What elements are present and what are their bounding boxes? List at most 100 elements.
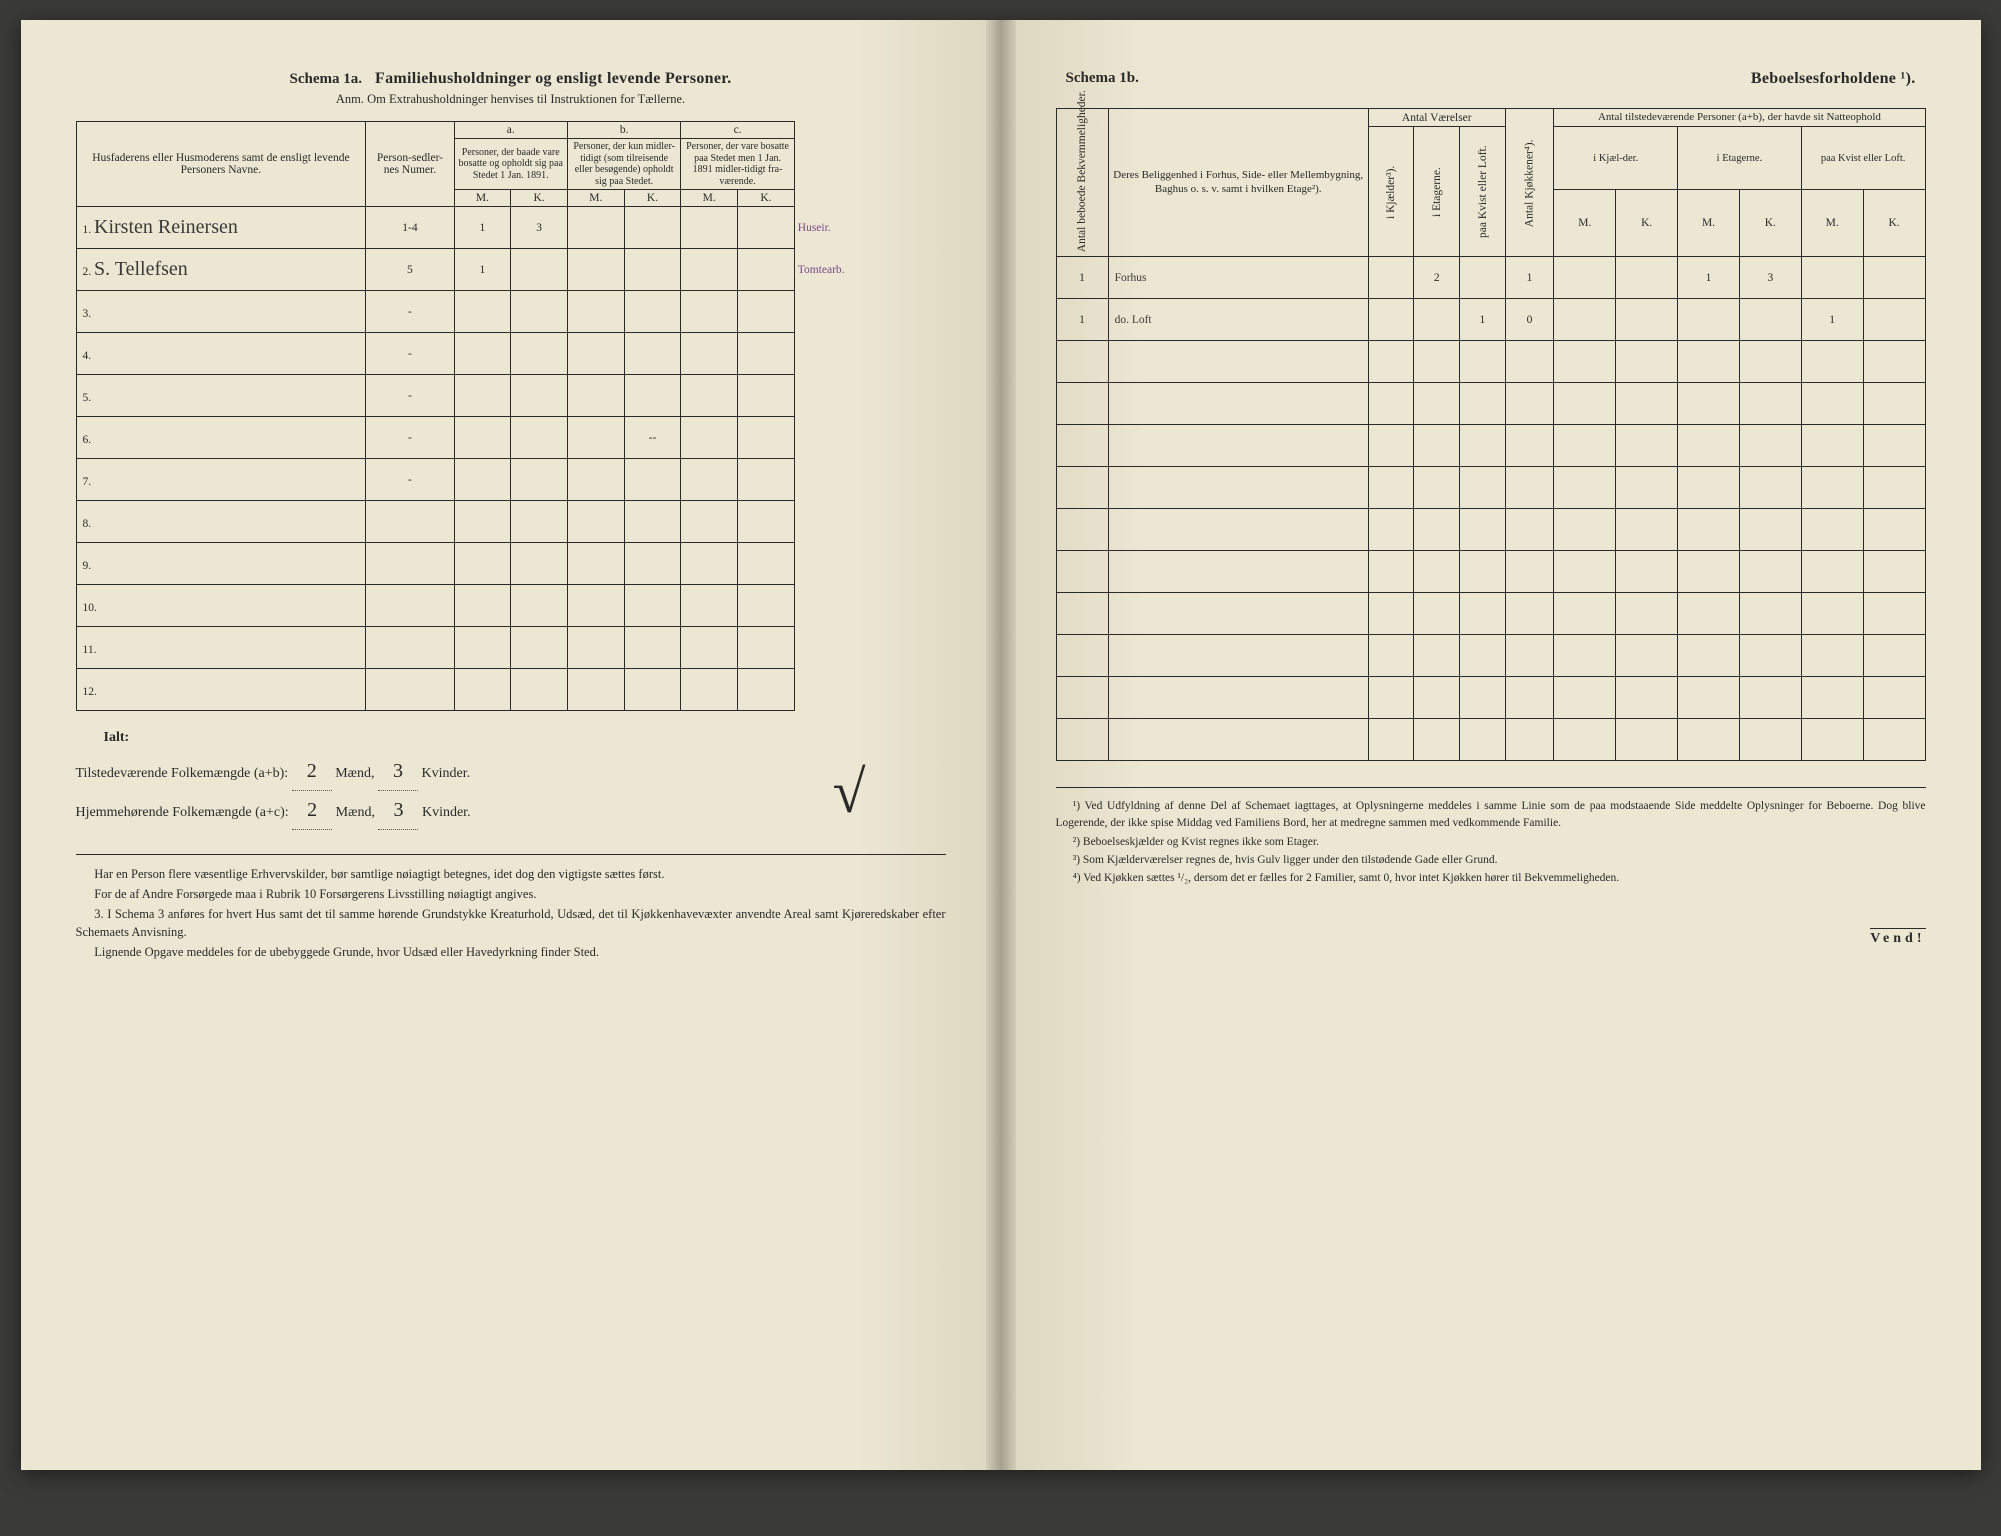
row-number (366, 501, 454, 543)
location-val: Forhus (1108, 257, 1368, 299)
a-k-val (511, 543, 568, 585)
v-kj (1368, 467, 1414, 509)
bekv-val (1056, 551, 1108, 593)
footnote-1: ¹) Ved Udfyldning af denne Del af Schema… (1056, 798, 1926, 833)
tl1-end: Kvinder. (421, 766, 470, 781)
p-ek (1739, 341, 1801, 383)
a-m-val: 1 (454, 207, 511, 249)
v-kj (1368, 719, 1414, 761)
left-title: Familiehusholdninger og ensligt levende … (375, 70, 732, 87)
v-et: 2 (1414, 257, 1460, 299)
col-numer-header: Person-sedler-nes Numer. (366, 122, 454, 207)
p-lm (1801, 341, 1863, 383)
p-ek (1739, 467, 1801, 509)
tl1-pre: Tilstedeværende Folkemængde (a+b): (76, 766, 289, 781)
p-em (1678, 551, 1740, 593)
c-k-val (738, 333, 795, 375)
kjok-val: 0 (1505, 299, 1554, 341)
row-number: - (366, 459, 454, 501)
table-row: 8. (76, 501, 946, 543)
bekv-val (1056, 341, 1108, 383)
v-kv: 1 (1460, 299, 1506, 341)
v-et (1414, 467, 1460, 509)
ialt-label: Ialt: (76, 725, 946, 752)
v-kv (1460, 719, 1506, 761)
col-note (794, 122, 945, 207)
occupation-note (794, 669, 945, 711)
bekv-val (1056, 719, 1108, 761)
p-kk (1616, 299, 1678, 341)
a-k-val (511, 669, 568, 711)
row-number: - (366, 375, 454, 417)
row-name-cell: 8. (76, 501, 366, 543)
b-m-val (567, 585, 624, 627)
person-name: S. Tellefsen (94, 258, 188, 280)
v-kv (1460, 593, 1506, 635)
p-lm (1801, 551, 1863, 593)
table-row (1056, 677, 1925, 719)
location-val (1108, 509, 1368, 551)
a-k-val (511, 627, 568, 669)
b-k-val (624, 627, 681, 669)
km: M. (1554, 190, 1616, 257)
tl2-end: Kvinder. (422, 805, 471, 820)
p-em (1678, 299, 1740, 341)
table-row (1056, 719, 1925, 761)
b-m-val (567, 501, 624, 543)
person-name: Kirsten Reinersen (94, 216, 238, 238)
p-lk (1863, 509, 1925, 551)
a-m-val (454, 501, 511, 543)
v-et (1414, 425, 1460, 467)
occupation-note (794, 291, 945, 333)
b-k-val (624, 207, 681, 249)
note-p3: 3. I Schema 3 anføres for hvert Hus samt… (76, 905, 946, 941)
p-kk (1616, 467, 1678, 509)
bekv-val: 1 (1056, 299, 1108, 341)
p-lk (1863, 383, 1925, 425)
p-km (1554, 635, 1616, 677)
p-kk (1616, 341, 1678, 383)
v-kj (1368, 551, 1414, 593)
col-group-b: b. (567, 122, 680, 139)
b-m-val (567, 543, 624, 585)
kjok-val (1505, 509, 1554, 551)
kjok-val (1505, 383, 1554, 425)
table-row (1056, 509, 1925, 551)
table-row (1056, 635, 1925, 677)
row-number: 1-4 (366, 207, 454, 249)
totals-line-2: Hjemmehørende Folkemængde (a+c): 2 Mænd,… (76, 791, 946, 830)
tl2-pre: Hjemmehørende Folkemængde (a+c): (76, 805, 289, 820)
occupation-note: Huseir. (794, 207, 945, 249)
p-lk (1863, 635, 1925, 677)
p-lm (1801, 425, 1863, 467)
v-kv (1460, 467, 1506, 509)
a-k-val (511, 417, 568, 459)
row-name-cell: 12. (76, 669, 366, 711)
location-val (1108, 635, 1368, 677)
schema-1a-label: Schema 1a. (290, 71, 363, 87)
table-row (1056, 425, 1925, 467)
footnote-4: ⁴) Ved Kjøkken sættes ¹/₂, dersom det er… (1056, 870, 1926, 887)
p-kk (1616, 551, 1678, 593)
row-number (366, 627, 454, 669)
p-ek (1739, 509, 1801, 551)
right-census-table: Antal beboede Bekvemmeligheder. Deres Be… (1056, 108, 1926, 761)
table-row (1056, 551, 1925, 593)
p-em (1678, 719, 1740, 761)
v-kj (1368, 677, 1414, 719)
vend-label: Vend! (1870, 928, 1925, 947)
location-val (1108, 551, 1368, 593)
right-table-body: 1Forhus21131do. Loft101 (1056, 257, 1925, 761)
location-val (1108, 341, 1368, 383)
c-m-val (681, 585, 738, 627)
occupation-note (794, 501, 945, 543)
c-k: K. (738, 190, 795, 207)
c-m-val (681, 291, 738, 333)
p-em (1678, 467, 1740, 509)
note-p4: Lignende Opgave meddeles for de ubebygge… (76, 943, 946, 961)
p-ek (1739, 425, 1801, 467)
b-m-val (567, 417, 624, 459)
tl1-mid: Mænd, (335, 766, 374, 781)
b-k-val: -- (624, 417, 681, 459)
col-p-kj: i Kjæl-der. (1554, 127, 1678, 190)
